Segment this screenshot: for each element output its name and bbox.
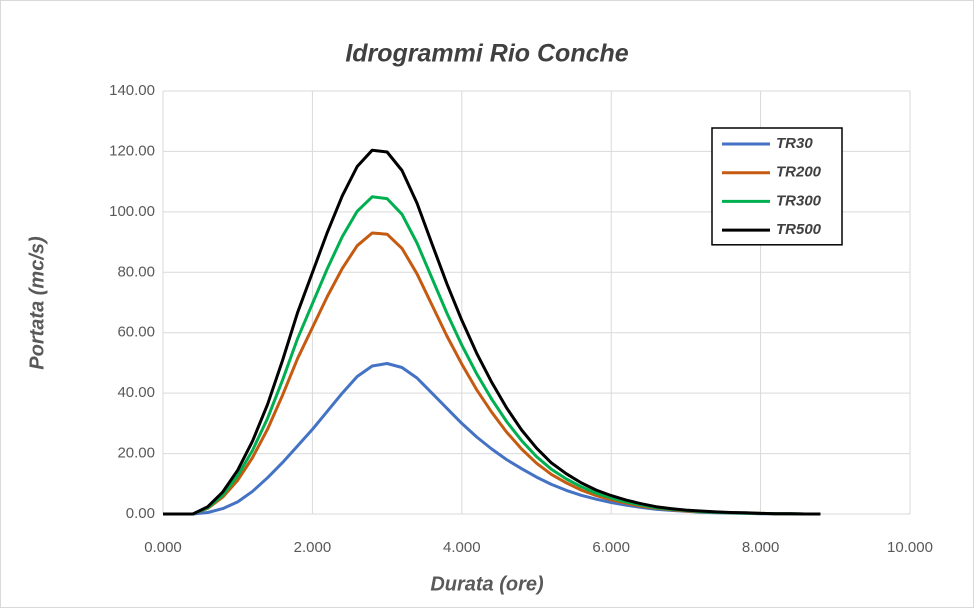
legend-label: TR300 <box>776 192 822 209</box>
y-tick-label: 40.00 <box>117 384 155 401</box>
y-axis-label: Portata (mc/s) <box>26 236 48 370</box>
legend-label: TR30 <box>776 135 813 152</box>
x-tick-label: 4.000 <box>443 539 481 556</box>
y-tick-label: 140.00 <box>109 82 155 99</box>
series-line <box>163 148 821 516</box>
y-tick-label: 100.00 <box>109 203 155 220</box>
y-tick-label: 20.00 <box>117 445 155 462</box>
x-tick-label: 2.000 <box>294 539 332 556</box>
x-axis-label: Durata (ore) <box>430 573 544 595</box>
y-tick-label: 80.00 <box>117 263 155 280</box>
legend-label: TR200 <box>776 164 822 181</box>
legend-label: TR500 <box>776 221 822 238</box>
x-tick-label: 10.000 <box>887 539 933 556</box>
y-tick-label: 0.00 <box>126 505 155 522</box>
x-tick-label: 8.000 <box>742 539 780 556</box>
chart-title: Idrogrammi Rio Conche <box>345 40 628 68</box>
y-tick-label: 120.00 <box>109 142 155 159</box>
legend-box <box>711 127 843 246</box>
x-tick-label: 6.000 <box>592 539 630 556</box>
x-tick-label: 0.000 <box>144 539 182 556</box>
y-tick-label: 60.00 <box>117 324 155 341</box>
